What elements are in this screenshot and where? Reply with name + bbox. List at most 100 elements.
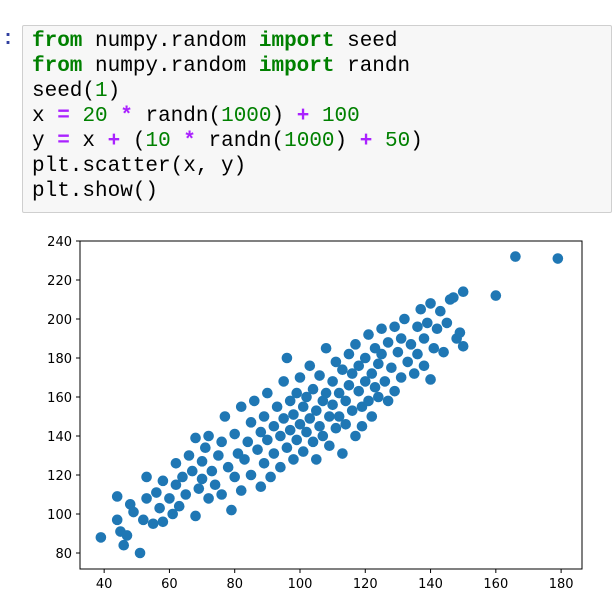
point — [301, 391, 312, 403]
point — [248, 395, 260, 407]
y-tick-label: 180 — [47, 352, 72, 367]
point — [376, 348, 387, 360]
point — [190, 510, 201, 522]
code-line: x = 20 * randn(1000) + 100 — [32, 104, 423, 129]
point — [297, 446, 309, 457]
x-tick-label: 100 — [288, 577, 313, 592]
point — [170, 458, 182, 469]
point — [408, 368, 420, 379]
code-token: seed( — [32, 80, 96, 103]
point — [359, 352, 371, 364]
point — [304, 413, 316, 424]
point — [382, 395, 394, 407]
point — [170, 479, 182, 491]
code-token: randn( — [132, 105, 222, 128]
point — [327, 399, 338, 411]
code-token: ( — [120, 130, 146, 153]
point — [173, 500, 185, 512]
point — [421, 317, 433, 329]
point — [284, 395, 296, 407]
x-tick-label: 80 — [226, 577, 243, 592]
code-token: + — [107, 130, 121, 153]
point — [307, 383, 319, 395]
point — [294, 372, 306, 383]
point — [346, 368, 358, 379]
point — [203, 430, 214, 442]
point — [425, 298, 436, 309]
point — [288, 409, 299, 420]
point — [157, 516, 169, 528]
point — [164, 493, 175, 504]
point — [268, 420, 280, 432]
point — [275, 430, 286, 442]
y-tick-label: 80 — [55, 547, 72, 562]
point — [356, 420, 368, 432]
point — [242, 436, 254, 448]
point — [235, 485, 247, 496]
code-token: import — [258, 30, 335, 53]
point — [268, 448, 280, 459]
point — [382, 337, 394, 348]
point — [307, 436, 319, 448]
point — [183, 450, 195, 461]
code-token: import — [258, 55, 335, 78]
point — [216, 436, 227, 448]
point — [395, 372, 407, 383]
point — [373, 391, 384, 403]
point — [134, 547, 146, 559]
point — [203, 493, 214, 504]
code-token: from — [32, 55, 83, 78]
point — [343, 380, 355, 391]
x-tick-label: 40 — [96, 577, 113, 592]
cell-prompt: : — [2, 28, 15, 51]
point — [311, 405, 322, 416]
y-tick-label: 200 — [47, 313, 72, 328]
point — [209, 479, 221, 491]
point — [399, 313, 410, 325]
point — [359, 376, 371, 387]
point — [333, 387, 345, 399]
point — [255, 426, 267, 438]
point — [196, 456, 208, 467]
point — [284, 424, 296, 436]
point — [392, 346, 404, 358]
code: from numpy.random import seed from numpy.… — [32, 29, 423, 204]
plot-frame — [79, 240, 583, 570]
point — [229, 428, 241, 440]
point — [415, 303, 427, 315]
point — [366, 411, 378, 422]
point — [141, 493, 152, 504]
point — [301, 426, 312, 438]
point — [350, 430, 361, 442]
code-line: seed(1) — [32, 79, 423, 104]
point — [147, 518, 159, 530]
point — [262, 434, 273, 446]
x-tick-label: 180 — [549, 577, 574, 592]
point — [418, 360, 430, 372]
code-token: numpy.random — [82, 30, 259, 53]
point — [255, 481, 267, 493]
point — [330, 422, 342, 434]
code-token: * — [183, 130, 196, 153]
code-token: ) — [271, 105, 297, 128]
point — [324, 411, 335, 422]
point — [281, 442, 293, 454]
point — [206, 465, 218, 477]
point — [262, 387, 273, 399]
code-token: ) — [334, 130, 360, 153]
point — [258, 411, 270, 422]
y-tick-label: 160 — [47, 391, 72, 406]
point — [190, 432, 201, 444]
point — [366, 368, 378, 379]
point — [435, 305, 446, 317]
x-tick-label: 160 — [483, 577, 508, 592]
code-token: seed — [334, 30, 398, 53]
point — [180, 489, 192, 500]
code-token: ) — [107, 80, 121, 103]
code-cell[interactable]: from numpy.random import seed from numpy.… — [22, 25, 612, 213]
point — [457, 286, 469, 298]
point — [258, 458, 270, 469]
code-token: 20 — [82, 105, 108, 128]
point — [552, 253, 564, 264]
